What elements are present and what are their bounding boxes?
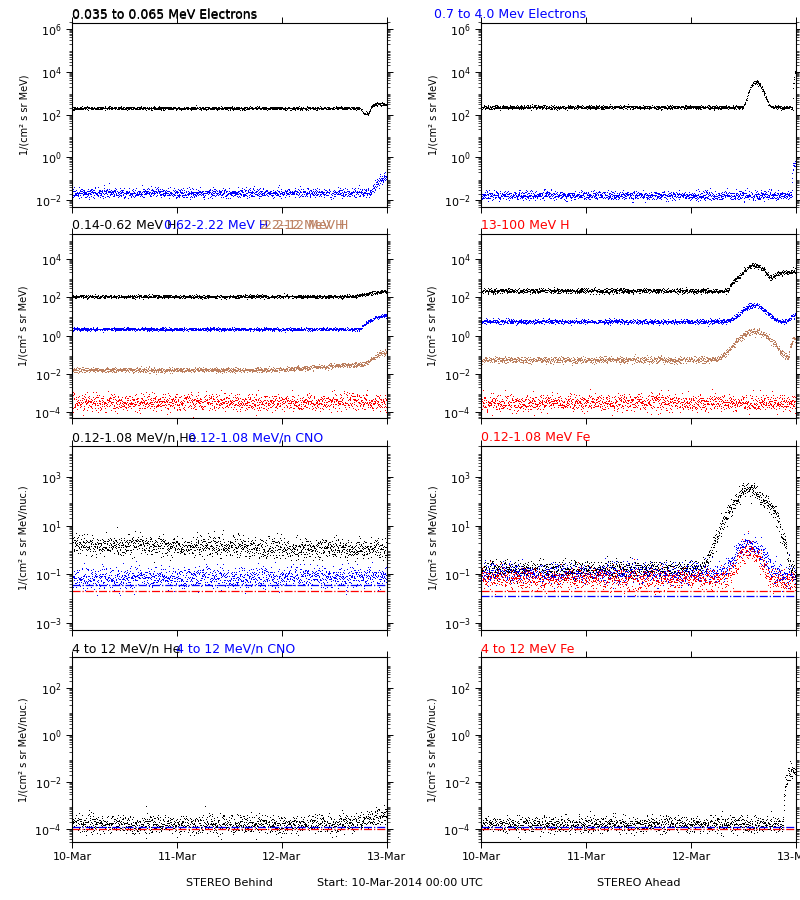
- Text: 4 to 12 MeV Fe: 4 to 12 MeV Fe: [482, 643, 574, 656]
- Text: 4 to 12 MeV/n He: 4 to 12 MeV/n He: [72, 643, 180, 656]
- Y-axis label: 1/(cm² s sr MeV): 1/(cm² s sr MeV): [18, 286, 29, 366]
- Text: STEREO Ahead: STEREO Ahead: [597, 878, 680, 887]
- Text: 2.2-12 MeV H: 2.2-12 MeV H: [260, 220, 344, 232]
- Text: 0.12-1.08 MeV/n CNO: 0.12-1.08 MeV/n CNO: [188, 431, 323, 444]
- Text: 13-100 MeV H: 13-100 MeV H: [482, 220, 570, 232]
- Text: 0.14-0.62 MeV H: 0.14-0.62 MeV H: [72, 220, 176, 232]
- Y-axis label: 1/(cm² s sr MeV): 1/(cm² s sr MeV): [428, 75, 438, 155]
- Y-axis label: 1/(cm² s sr MeV): 1/(cm² s sr MeV): [428, 286, 438, 366]
- Text: 0.62-2.22 MeV H: 0.62-2.22 MeV H: [164, 220, 268, 232]
- Y-axis label: 1/(cm² s sr MeV/nuc.): 1/(cm² s sr MeV/nuc.): [428, 485, 438, 590]
- Text: 2.2-12 MeV H: 2.2-12 MeV H: [260, 220, 348, 232]
- Y-axis label: 1/(cm² s sr MeV/nuc.): 1/(cm² s sr MeV/nuc.): [428, 698, 438, 802]
- Y-axis label: 1/(cm² s sr MeV/nuc.): 1/(cm² s sr MeV/nuc.): [19, 485, 29, 590]
- Text: 0.035 to 0.065 MeV Electrons: 0.035 to 0.065 MeV Electrons: [72, 8, 273, 21]
- Text: STEREO Behind: STEREO Behind: [186, 878, 273, 887]
- Text: 4 to 12 MeV/n CNO: 4 to 12 MeV/n CNO: [176, 643, 295, 656]
- Text: Start: 10-Mar-2014 00:00 UTC: Start: 10-Mar-2014 00:00 UTC: [317, 878, 483, 887]
- Y-axis label: 1/(cm² s sr MeV/nuc.): 1/(cm² s sr MeV/nuc.): [18, 698, 29, 802]
- Text: 0.035 to 0.065 MeV Electrons: 0.035 to 0.065 MeV Electrons: [72, 10, 257, 22]
- Y-axis label: 1/(cm² s sr MeV): 1/(cm² s sr MeV): [19, 75, 29, 155]
- Text: 0.12-1.08 MeV Fe: 0.12-1.08 MeV Fe: [482, 431, 590, 444]
- Text: 0.7 to 4.0 Mev Electrons: 0.7 to 4.0 Mev Electrons: [434, 8, 586, 21]
- Text: 0.12-1.08 MeV/n He: 0.12-1.08 MeV/n He: [72, 431, 196, 444]
